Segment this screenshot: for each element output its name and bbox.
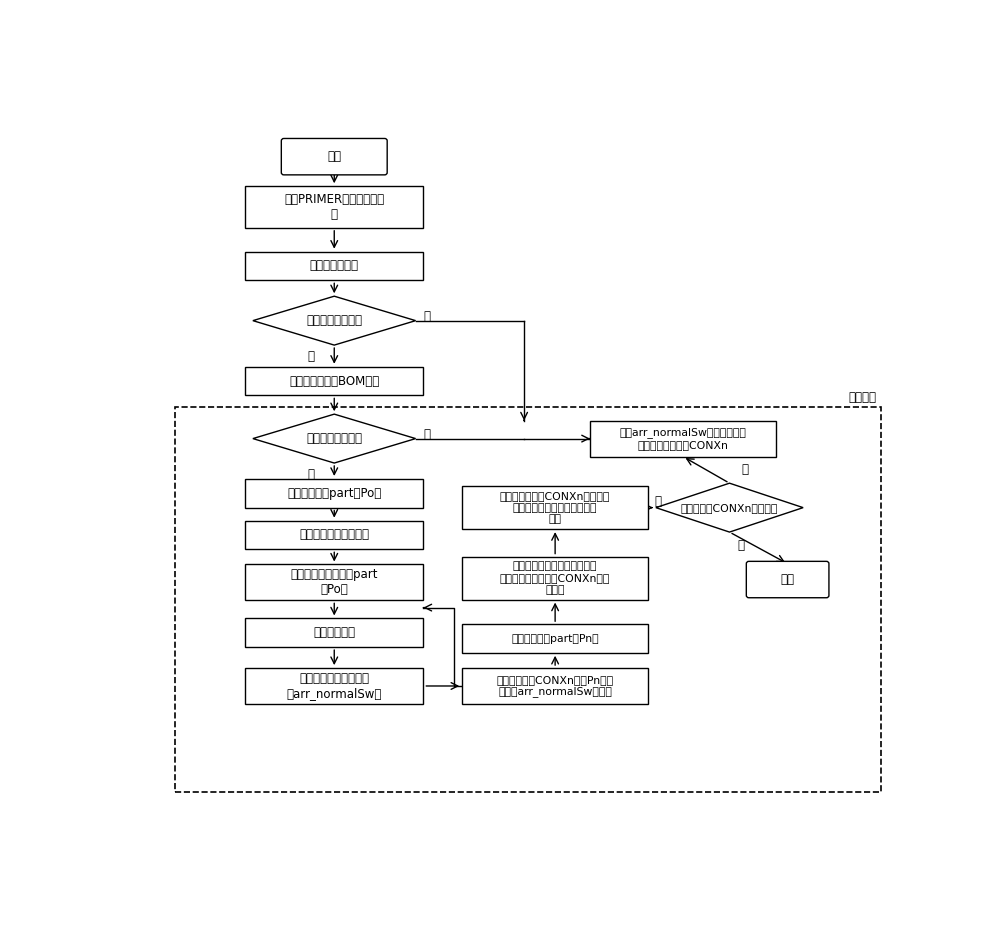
Text: 待处理元素CONXn是否存在: 待处理元素CONXn是否存在: [681, 502, 778, 513]
Bar: [245, 251, 423, 280]
Text: 选择普通焊点: 选择普通焊点: [313, 627, 355, 639]
Bar: [245, 367, 423, 395]
Text: 根据焊点文件建立焊点: 根据焊点文件建立焊点: [299, 529, 369, 542]
Bar: [462, 624, 648, 653]
Text: 结合用户自定义的焊点失效公
式，计算待处理元素CONXn的失
效参数: 结合用户自定义的焊点失效公 式，计算待处理元素CONXn的失 效参数: [500, 561, 610, 595]
Text: 是否建立普通焊点: 是否建立普通焊点: [306, 314, 362, 327]
Text: 建立失效焊点part（Pn）: 建立失效焊点part（Pn）: [511, 633, 599, 644]
Bar: [245, 668, 423, 704]
Bar: [462, 486, 648, 530]
Text: 是: 是: [741, 463, 748, 476]
Bar: [175, 407, 881, 792]
Text: 否: 否: [423, 310, 430, 323]
Polygon shape: [253, 296, 416, 345]
Bar: [245, 618, 423, 647]
FancyBboxPatch shape: [281, 138, 387, 175]
Text: 创建普通焊点part（Po）: 创建普通焊点part（Po）: [287, 487, 381, 500]
Bar: [245, 479, 423, 508]
Bar: [245, 564, 423, 601]
Polygon shape: [656, 483, 803, 532]
Text: 提取待处理元素CONXn所对应的
待焊接母材的母材标识和属性
信息: 提取待处理元素CONXn所对应的 待焊接母材的母材标识和属性 信息: [500, 491, 610, 524]
Bar: [590, 420, 776, 457]
Text: 是: 是: [654, 495, 661, 508]
Text: 是: 是: [308, 350, 314, 363]
FancyBboxPatch shape: [746, 561, 829, 598]
Bar: [462, 668, 648, 704]
Text: 运行自动化脚本: 运行自动化脚本: [310, 260, 359, 273]
Bar: [245, 520, 423, 549]
Text: 提取arr_normalSw第一个元素，
赋值给待处理元素CONXn: 提取arr_normalSw第一个元素， 赋值给待处理元素CONXn: [620, 428, 746, 450]
Bar: [462, 557, 648, 600]
Text: 建立普通焊点对象数组
（arr_normalSw）: 建立普通焊点对象数组 （arr_normalSw）: [287, 672, 382, 700]
Text: 将待处理元素CONXn放入Pn，并
从数组arr_normalSw中删除: 将待处理元素CONXn放入Pn，并 从数组arr_normalSw中删除: [497, 674, 614, 698]
Text: 自动处理: 自动处理: [849, 391, 877, 404]
Text: 开始: 开始: [327, 150, 341, 163]
Text: 结束: 结束: [781, 573, 795, 586]
Text: 否: 否: [423, 428, 430, 441]
Text: 否: 否: [737, 539, 744, 551]
Polygon shape: [253, 414, 416, 463]
Text: 选择焊点文件，BOM格式: 选择焊点文件，BOM格式: [289, 375, 379, 388]
Text: 焊点文件是否有效: 焊点文件是否有效: [306, 432, 362, 446]
Bar: [245, 186, 423, 228]
Text: 打开PRIMER，导入整车模
型: 打开PRIMER，导入整车模 型: [284, 193, 384, 221]
Text: 是: 是: [308, 468, 314, 481]
Text: 将焊点放入普通焊点part
（Po）: 将焊点放入普通焊点part （Po）: [290, 569, 378, 597]
